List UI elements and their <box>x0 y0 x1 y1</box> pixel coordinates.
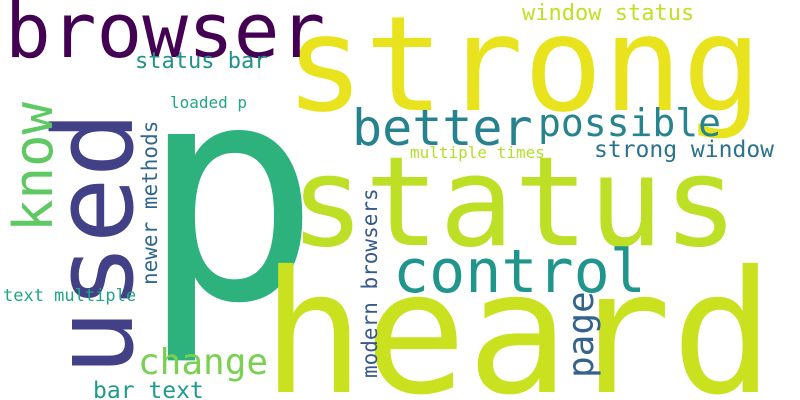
word-strong-window: strong window <box>594 137 774 163</box>
word-newer-methods: newer methods <box>138 121 162 285</box>
word-better: better <box>352 99 533 157</box>
word-status-bar: status bar <box>135 49 267 74</box>
word-bar-text: bar text <box>93 378 204 400</box>
word-loaded-p: loaded p <box>170 93 247 112</box>
word-modern-browsers: modern browsers <box>358 188 382 378</box>
word-change: change <box>138 342 268 383</box>
word-strong: strong <box>285 0 762 142</box>
word-multiple-times: multiple times <box>410 143 545 162</box>
word-used: used <box>30 111 158 376</box>
word-know: know <box>2 101 65 232</box>
word-possible: possible <box>538 101 721 145</box>
word-status: status <box>290 131 738 275</box>
word-heard: heard <box>262 235 774 400</box>
word-text-multiple: text multiple <box>3 286 136 306</box>
word-control: control <box>393 237 646 307</box>
word-window-status: window status <box>522 1 694 26</box>
word-browser: browser <box>5 0 325 75</box>
word-p: p <box>140 20 321 369</box>
word-page: page <box>561 291 602 378</box>
